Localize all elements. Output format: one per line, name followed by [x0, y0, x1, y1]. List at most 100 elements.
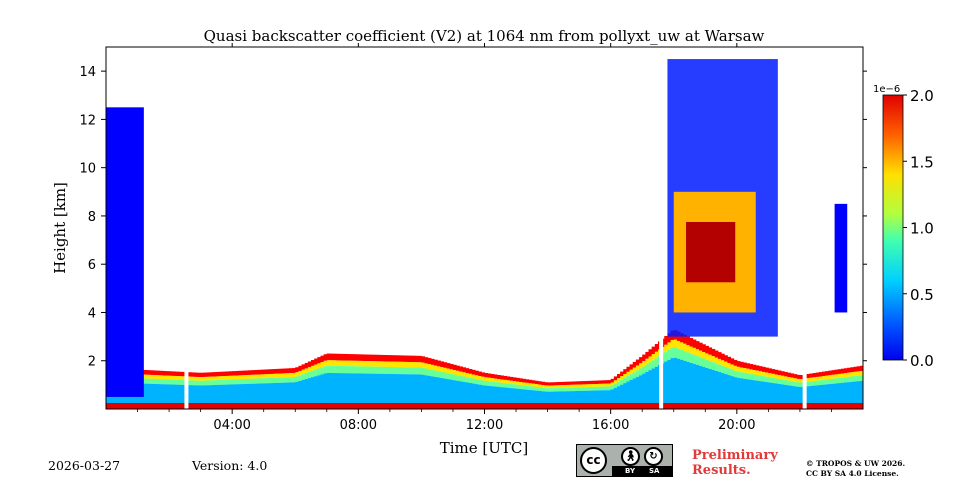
bl-cell [736, 371, 741, 378]
bl-cell [616, 386, 621, 409]
bl-cell [632, 372, 637, 379]
bl-cell [370, 354, 375, 362]
bl-cell [311, 365, 315, 371]
bl-cell [591, 380, 596, 385]
bl-cell [736, 361, 741, 367]
bl-cell [680, 349, 684, 360]
bl-cell [329, 372, 334, 409]
bl-cell [695, 364, 700, 409]
bl-cell [698, 365, 703, 409]
bl-cell [219, 384, 224, 409]
bl-cell [844, 373, 848, 378]
bl-cell [197, 377, 202, 381]
bl-cell [598, 386, 602, 391]
bl-cell [708, 360, 713, 369]
bl-cell [721, 365, 725, 374]
bl-cell [522, 378, 527, 383]
bl-cell [367, 361, 372, 367]
bl-cell [799, 379, 804, 383]
bl-cell [714, 370, 719, 409]
bl-cell [478, 376, 482, 380]
bl-cell [667, 359, 672, 409]
bl-cell [787, 377, 791, 381]
colorbar-ticks: 0.0 0.5 1.0 1.5 2.0 [903, 87, 934, 370]
bl-cell [307, 361, 312, 368]
colorbar-tick-label: 2.0 [910, 87, 934, 105]
bl-cell [717, 352, 722, 359]
bl-cell [635, 376, 640, 409]
bl-cell [664, 361, 668, 409]
bl-cell [856, 375, 861, 382]
bl-cell [569, 381, 574, 385]
bl-cell [471, 383, 476, 409]
bl-cell [667, 349, 672, 360]
bl-cell [288, 382, 293, 409]
bl-cell [497, 379, 501, 383]
bl-cell [828, 375, 832, 380]
colorbar-exponent: 1e−6 [873, 84, 900, 95]
bl-cell [153, 375, 157, 379]
layer-early-morning-aerosol [106, 107, 144, 397]
bl-cell [695, 341, 700, 350]
bl-cell [317, 357, 321, 364]
bl-cell [386, 366, 391, 374]
bl-cell [651, 346, 656, 355]
bl-cell [493, 374, 498, 379]
bl-cell [695, 349, 700, 357]
bl-cell [787, 380, 791, 386]
bl-cell [402, 367, 407, 375]
bl-cell [582, 381, 586, 385]
bl-cell [847, 376, 851, 383]
bl-cell [150, 378, 154, 384]
bl-cell [317, 363, 321, 369]
bl-cell [323, 366, 328, 374]
bl-cell [295, 376, 299, 382]
bl-cell [352, 360, 356, 367]
bl-cell [188, 376, 192, 381]
bl-cell [856, 371, 861, 376]
bl-cell [626, 376, 631, 382]
bl-cell [598, 380, 602, 384]
bl-cell [203, 380, 208, 386]
bl-cell [165, 371, 170, 376]
bl-cell [680, 342, 684, 350]
bl-cell [632, 378, 637, 409]
bl-cell [516, 388, 520, 409]
bl-cell [459, 381, 463, 409]
bl-cell [497, 386, 501, 409]
bl-cell [317, 375, 321, 409]
bl-cell [758, 366, 763, 372]
bl-cell [557, 385, 561, 388]
bl-cell [273, 369, 277, 374]
bl-cell [591, 384, 596, 387]
bl-cell [758, 381, 763, 409]
bl-cell [200, 385, 205, 409]
cc-license-badge[interactable]: cc 🚶︎ ↻ BY SA [576, 444, 673, 477]
bl-cell [147, 370, 151, 375]
bl-cell [222, 379, 227, 385]
bl-cell [389, 373, 394, 409]
bl-cell [762, 366, 766, 372]
bl-cell [601, 380, 605, 384]
bl-cell [512, 381, 517, 385]
bl-cell [222, 371, 227, 377]
bl-cell [809, 377, 814, 382]
bl-cell [676, 348, 681, 359]
bl-cell [733, 370, 738, 378]
bl-cell [610, 378, 615, 383]
bl-cell [522, 389, 527, 409]
bl-cell [276, 373, 280, 378]
bl-cell [216, 376, 221, 381]
bl-cell [739, 372, 744, 379]
plot-area [106, 47, 863, 409]
bl-cell [434, 359, 438, 366]
bl-cell [503, 383, 508, 388]
bl-cell [443, 362, 448, 368]
bl-cell [427, 375, 432, 409]
bl-cell [358, 354, 362, 361]
bl-cell [727, 368, 732, 376]
bl-cell [178, 379, 183, 385]
bl-cell [263, 378, 268, 384]
bl-cell [547, 391, 552, 409]
bl-cell [591, 386, 596, 391]
